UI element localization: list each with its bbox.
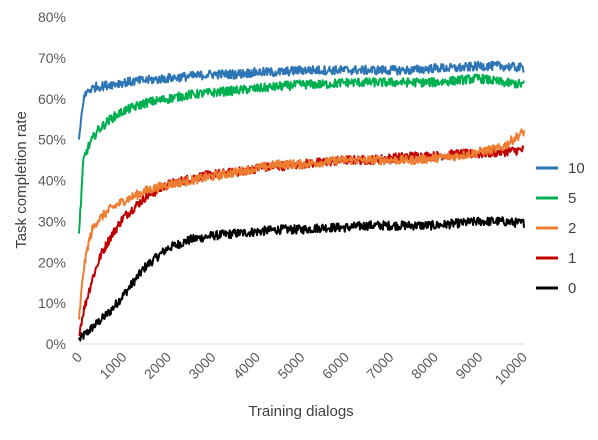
x-tick-label: 2000: [141, 349, 174, 382]
legend-label-1: 1: [568, 250, 576, 267]
y-tick-label: 0%: [46, 336, 66, 352]
y-tick-label: 70%: [38, 50, 66, 66]
y-tick-label: 60%: [38, 91, 66, 107]
y-tick-label: 40%: [38, 173, 66, 189]
x-tick-label: 3000: [185, 349, 218, 382]
legend-label-0: 0: [568, 280, 576, 297]
y-tick-label: 50%: [38, 132, 66, 148]
y-tick-label: 80%: [38, 9, 66, 25]
x-tick-label: 6000: [319, 349, 352, 382]
x-axis: 0 1000 2000 3000 4000 5000 6000 7000 8000 9000 100…: [68, 343, 530, 388]
y-axis-title: Task completion rate: [13, 111, 30, 249]
x-tick-label: 8000: [408, 349, 441, 382]
y-tick-label: 10%: [38, 295, 66, 311]
x-tick-label: 0: [68, 349, 85, 366]
legend-label-5: 5: [568, 190, 576, 207]
legend-label-10: 10: [568, 160, 585, 177]
series-line-10: [78, 60, 525, 140]
x-tick-label: 10000: [491, 349, 530, 388]
x-axis-title: Training dialogs: [248, 403, 353, 420]
series-line-5: [78, 73, 525, 234]
plot-area: [78, 60, 525, 342]
x-tick-label: 4000: [230, 349, 263, 382]
y-tick-label: 20%: [38, 254, 66, 270]
x-tick-label: 7000: [363, 349, 396, 382]
x-tick-label: 1000: [96, 349, 129, 382]
x-tick-label: 5000: [274, 349, 307, 382]
legend-label-2: 2: [568, 220, 576, 237]
series-line-0: [78, 216, 525, 342]
series-line-1: [78, 145, 525, 336]
x-tick-label: 9000: [452, 349, 485, 382]
series-line-2: [78, 128, 525, 320]
y-tick-label: 30%: [38, 213, 66, 229]
y-axis: 0% 10% 20% 30% 40% 50% 60% 70% 80%: [38, 9, 66, 352]
